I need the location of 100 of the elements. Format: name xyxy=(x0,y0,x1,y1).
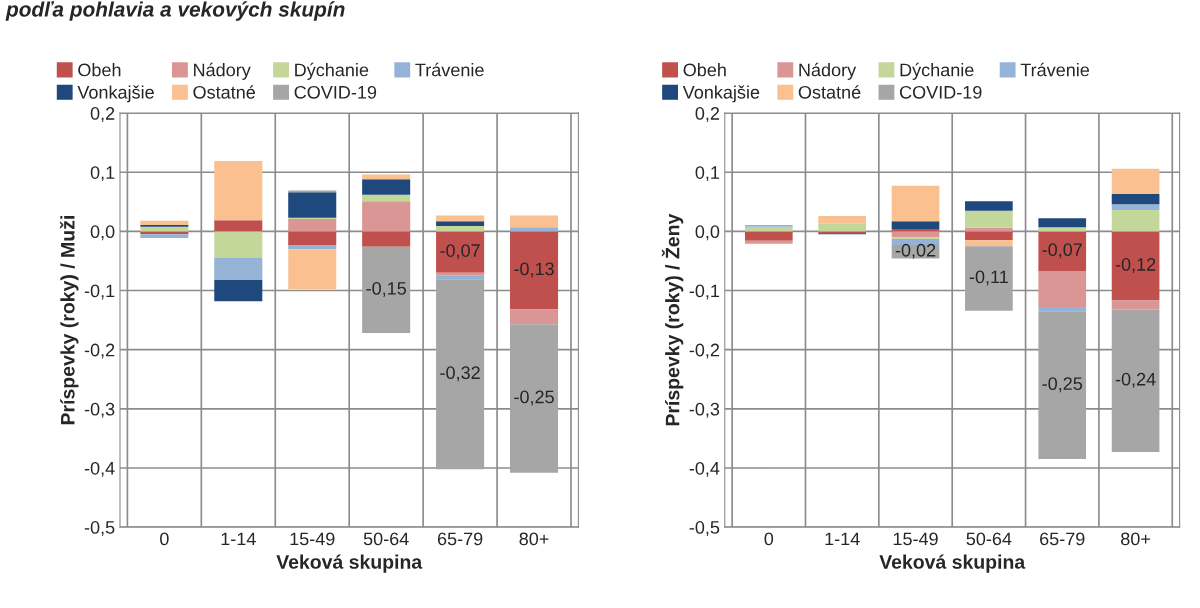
data-label: -0,07 xyxy=(440,244,480,260)
x-tick-label: 50-64 xyxy=(363,532,409,546)
bar xyxy=(362,194,411,202)
bar xyxy=(1038,271,1087,308)
legend-label: COVID-19 xyxy=(899,85,982,99)
legend-label: Trávenie xyxy=(415,62,484,77)
y-tick-label: -0,1 xyxy=(689,284,720,300)
bar xyxy=(1038,231,1087,272)
x-tick-label: 1-14 xyxy=(221,532,256,546)
y-tick-label: 0,2 xyxy=(695,107,720,122)
data-label: -0,12 xyxy=(1115,258,1156,273)
y-tick-label: 0,0 xyxy=(695,225,720,241)
bar xyxy=(362,231,411,247)
bar xyxy=(510,324,559,473)
bar xyxy=(1111,168,1160,195)
bar xyxy=(214,220,263,232)
y-tick-label: 0,2 xyxy=(90,107,115,122)
bar xyxy=(818,216,867,224)
bar xyxy=(891,239,940,245)
x-tick-label: 65-79 xyxy=(1040,532,1085,546)
legend-label: Trávenie xyxy=(1020,62,1090,77)
bar xyxy=(1111,309,1160,453)
y-tick-label: -0,4 xyxy=(689,461,720,477)
bar xyxy=(436,279,485,470)
bar xyxy=(1038,227,1087,232)
y-tick-label: 0,1 xyxy=(695,166,720,182)
bar xyxy=(1111,210,1160,232)
x-tick-label: 65-79 xyxy=(437,532,483,546)
x-tick-label: 0 xyxy=(764,532,774,546)
y-tick-label: 0,0 xyxy=(90,225,115,241)
bar xyxy=(965,231,1013,241)
bar xyxy=(436,215,485,222)
bar xyxy=(1038,311,1087,460)
y-tick-label: 0,1 xyxy=(90,166,115,182)
bar xyxy=(1038,218,1087,228)
y-tick-label: -0,3 xyxy=(84,402,115,418)
bar xyxy=(362,201,411,232)
data-label: -0,13 xyxy=(514,262,554,278)
x-tick-label: 1-14 xyxy=(825,532,860,546)
bar xyxy=(362,246,411,334)
bar xyxy=(1111,231,1160,301)
data-label: -0,24 xyxy=(1115,372,1156,388)
legend-label: Dýchanie xyxy=(900,62,974,80)
bar xyxy=(510,215,559,228)
data-label: -0,11 xyxy=(969,270,1008,286)
x-tick-label: 50-64 xyxy=(966,532,1012,546)
y-tick-label: -0,2 xyxy=(84,343,115,359)
bar xyxy=(510,309,559,325)
bar xyxy=(891,231,940,238)
data-label: -0,32 xyxy=(440,366,480,382)
x-tick-label: 15-49 xyxy=(290,532,335,546)
data-label: -0,02 xyxy=(895,243,936,259)
data-label: -0,25 xyxy=(1042,377,1083,393)
bar xyxy=(288,244,337,250)
y-tick-label: -0,5 xyxy=(84,521,115,536)
legend-label: Vonkajšie xyxy=(682,85,760,103)
data-label: -0,07 xyxy=(1042,243,1082,259)
bar xyxy=(965,201,1013,211)
chart-title: podľa pohlavia a vekových skupín xyxy=(5,1,345,21)
bar xyxy=(818,223,867,232)
x-tick-label: 80+ xyxy=(1121,532,1151,546)
x-axis-title: Veková skupina xyxy=(879,554,1026,573)
bar xyxy=(436,221,485,227)
bar xyxy=(288,192,337,218)
bar xyxy=(288,231,337,245)
data-label: -0,15 xyxy=(366,282,406,297)
y-tick-label: -0,5 xyxy=(689,521,720,536)
bar xyxy=(1111,194,1160,205)
y-axis-title: Príspevky (roky) / Muži xyxy=(59,216,79,425)
bar xyxy=(1111,204,1160,211)
bar xyxy=(214,279,263,302)
bar xyxy=(965,210,1013,228)
legend-label: COVID-19 xyxy=(294,85,377,99)
legend-label: Dýchanie xyxy=(295,62,369,80)
bar xyxy=(140,220,189,225)
bar xyxy=(288,218,337,232)
y-axis-title: Príspevky (roky) / Ženy xyxy=(661,213,684,426)
bar xyxy=(744,240,793,244)
bar xyxy=(214,161,263,221)
bar xyxy=(891,221,940,230)
legend-label: Ostatné xyxy=(798,85,861,99)
x-tick-label: 0 xyxy=(160,532,169,546)
bar xyxy=(965,246,1013,311)
y-tick-label: -0,4 xyxy=(84,461,115,477)
bar xyxy=(744,231,793,241)
x-tick-label: 80+ xyxy=(519,532,549,546)
legend-label: Vonkajšie xyxy=(77,85,154,103)
bar xyxy=(510,227,559,232)
bar xyxy=(214,258,263,280)
bar xyxy=(362,179,411,195)
bar xyxy=(436,272,485,276)
y-tick-label: -0,2 xyxy=(689,343,720,359)
bar xyxy=(214,231,263,258)
y-tick-label: -0,3 xyxy=(689,402,720,418)
bar xyxy=(891,185,940,222)
legend-label: Obeh xyxy=(78,63,121,77)
bar xyxy=(288,249,337,290)
legend-label: Obeh xyxy=(683,63,726,77)
bar xyxy=(436,231,485,273)
legend-label: Nádory xyxy=(194,62,251,80)
